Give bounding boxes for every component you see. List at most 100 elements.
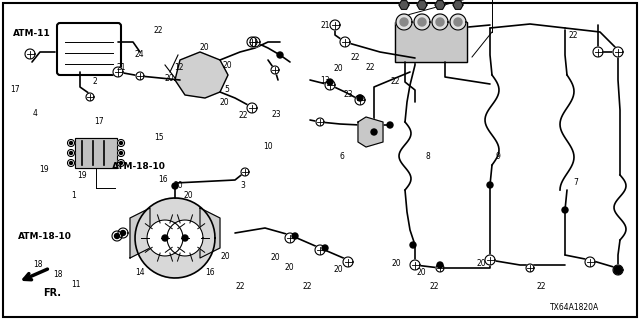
Polygon shape xyxy=(417,1,427,9)
Polygon shape xyxy=(135,198,215,278)
Text: 20: 20 xyxy=(333,64,343,73)
Bar xyxy=(395,22,467,62)
Polygon shape xyxy=(118,159,125,166)
Text: 22: 22 xyxy=(391,77,400,86)
Polygon shape xyxy=(396,14,412,30)
Text: 10: 10 xyxy=(262,142,273,151)
Polygon shape xyxy=(241,168,249,176)
Text: ATM-18-10: ATM-18-10 xyxy=(112,162,166,171)
Polygon shape xyxy=(271,66,279,74)
Polygon shape xyxy=(613,265,623,275)
Text: 22: 22 xyxy=(365,63,374,72)
Text: 20: 20 xyxy=(476,260,486,268)
Polygon shape xyxy=(120,162,122,164)
Polygon shape xyxy=(285,233,295,243)
Polygon shape xyxy=(400,18,408,26)
Text: FR.: FR. xyxy=(44,288,61,298)
Text: 8: 8 xyxy=(425,152,430,161)
Text: 17: 17 xyxy=(94,117,104,126)
Bar xyxy=(395,22,467,62)
Text: 16: 16 xyxy=(205,268,215,277)
Text: 20: 20 xyxy=(164,74,175,83)
Circle shape xyxy=(172,183,178,189)
Polygon shape xyxy=(136,72,144,80)
Polygon shape xyxy=(593,47,603,57)
Text: 22: 22 xyxy=(568,31,577,40)
Polygon shape xyxy=(316,118,324,126)
Text: 22: 22 xyxy=(239,111,248,120)
Circle shape xyxy=(371,129,377,135)
Polygon shape xyxy=(526,264,534,272)
Text: 21: 21 xyxy=(321,21,330,30)
Circle shape xyxy=(322,245,328,251)
Polygon shape xyxy=(167,220,203,256)
Text: 20: 20 xyxy=(222,61,232,70)
Polygon shape xyxy=(120,151,122,155)
Polygon shape xyxy=(432,14,448,30)
Polygon shape xyxy=(67,140,74,147)
Polygon shape xyxy=(613,47,623,57)
Polygon shape xyxy=(435,1,445,9)
Polygon shape xyxy=(585,257,595,267)
Polygon shape xyxy=(120,230,125,236)
Polygon shape xyxy=(70,151,72,155)
Polygon shape xyxy=(70,141,72,145)
Text: 4: 4 xyxy=(33,109,38,118)
Text: 19: 19 xyxy=(38,165,49,174)
Polygon shape xyxy=(118,228,128,238)
Text: 15: 15 xyxy=(154,133,164,142)
Text: ATM-11: ATM-11 xyxy=(13,29,51,38)
Text: 22: 22 xyxy=(429,282,438,291)
Text: 20: 20 xyxy=(200,44,210,52)
Circle shape xyxy=(614,266,622,274)
Polygon shape xyxy=(112,231,122,241)
Text: 20: 20 xyxy=(392,260,402,268)
Text: 12: 12 xyxy=(175,63,184,72)
Polygon shape xyxy=(436,264,444,272)
Polygon shape xyxy=(315,245,325,255)
Text: 3: 3 xyxy=(241,181,246,190)
Text: ATM-18-10: ATM-18-10 xyxy=(18,232,72,241)
Text: 11: 11 xyxy=(71,280,80,289)
Text: 2: 2 xyxy=(92,77,97,86)
Polygon shape xyxy=(343,257,353,267)
Polygon shape xyxy=(86,93,94,101)
Text: 14: 14 xyxy=(134,268,145,277)
Circle shape xyxy=(437,262,443,268)
Bar xyxy=(75,138,117,168)
Polygon shape xyxy=(118,140,125,147)
Text: 20: 20 xyxy=(284,263,294,272)
Text: 20: 20 xyxy=(416,268,426,277)
Polygon shape xyxy=(120,141,122,145)
Circle shape xyxy=(562,207,568,213)
Text: 7: 7 xyxy=(573,178,579,187)
Text: 20: 20 xyxy=(173,181,183,190)
Polygon shape xyxy=(418,18,426,26)
Text: 20: 20 xyxy=(333,265,343,274)
Circle shape xyxy=(277,52,283,58)
Text: 9: 9 xyxy=(495,152,500,161)
Polygon shape xyxy=(340,37,350,47)
Polygon shape xyxy=(25,49,35,59)
Polygon shape xyxy=(115,234,120,238)
Bar xyxy=(75,138,117,168)
Text: 20: 20 xyxy=(184,191,194,200)
Polygon shape xyxy=(485,255,495,265)
Polygon shape xyxy=(436,18,444,26)
Text: 19: 19 xyxy=(77,172,87,180)
Polygon shape xyxy=(330,20,340,30)
Text: 6: 6 xyxy=(340,152,345,161)
Text: 20: 20 xyxy=(219,98,229,107)
Circle shape xyxy=(487,182,493,188)
Circle shape xyxy=(292,233,298,239)
Text: 24: 24 xyxy=(134,50,145,59)
Polygon shape xyxy=(325,80,335,90)
Polygon shape xyxy=(454,18,462,26)
Polygon shape xyxy=(358,117,383,147)
Text: 1: 1 xyxy=(71,191,76,200)
Text: TX64A1820A: TX64A1820A xyxy=(550,303,600,312)
Text: 22: 22 xyxy=(154,26,163,35)
FancyBboxPatch shape xyxy=(57,23,121,75)
Circle shape xyxy=(410,242,416,248)
Polygon shape xyxy=(130,208,150,258)
